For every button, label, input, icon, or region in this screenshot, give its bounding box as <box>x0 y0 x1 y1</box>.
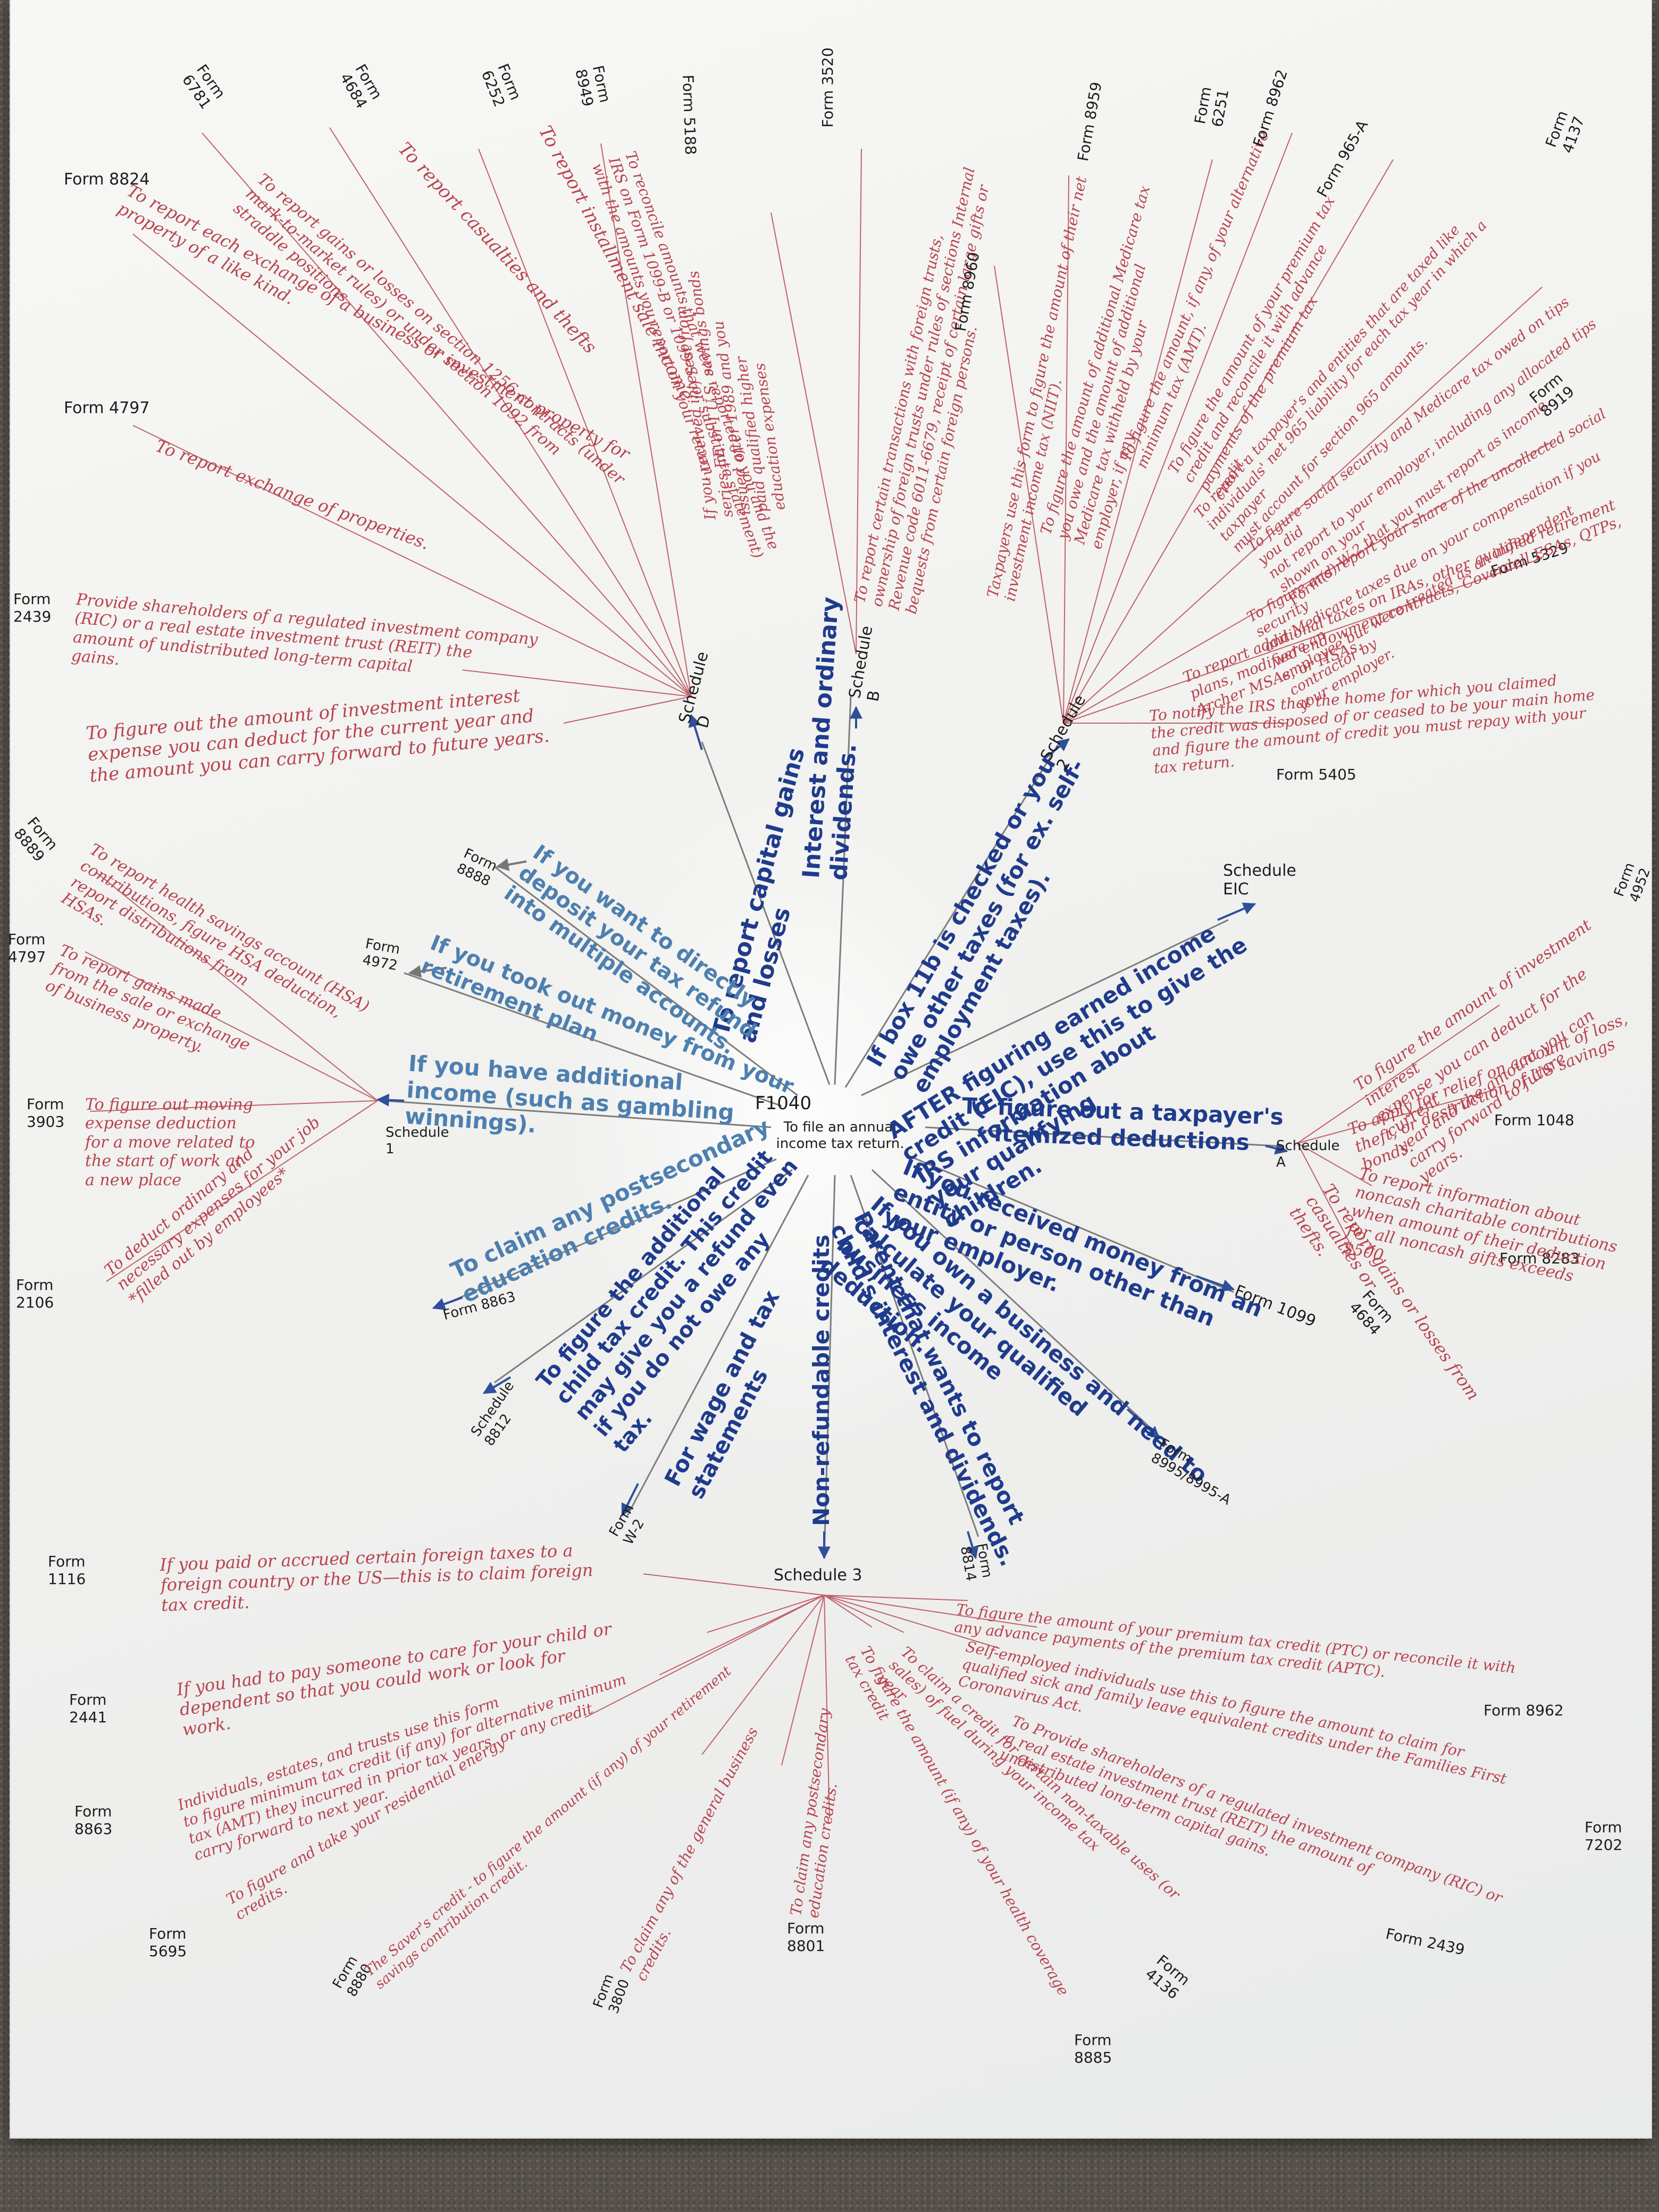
spoke-sched-d <box>701 741 831 1085</box>
form-label: Form 8863 <box>74 1803 113 1838</box>
center-caption: To file an annual income tax return. <box>776 1119 904 1152</box>
spoke-sched-a <box>925 1126 1277 1147</box>
node-sched-3: Schedule 3 <box>774 1566 862 1585</box>
form-label: Form 5695 <box>149 1925 187 1960</box>
arrow-sched-d <box>688 714 703 750</box>
arrow-8863 <box>432 1296 463 1310</box>
spoke-sched-1 <box>382 1100 772 1128</box>
form-label: Form 3520 <box>819 47 836 128</box>
spoke-1099 <box>903 1153 1234 1293</box>
arrow-8995 <box>1126 1408 1160 1439</box>
arrow-sched-2 <box>1041 738 1070 761</box>
form-label: Form 8824 <box>64 170 150 189</box>
arrow-sched-1 <box>376 1093 405 1107</box>
form-label: Form 3903 <box>27 1095 65 1131</box>
form-label: Form 2106 <box>16 1276 54 1312</box>
spoke-w2 <box>626 1175 809 1516</box>
form-label: Form 4797 <box>8 931 46 966</box>
arrow-8812 <box>482 1376 512 1394</box>
spoke-eic <box>861 919 1229 1096</box>
form-label: Form 5405 <box>1276 766 1356 783</box>
form-label: Form 8962 <box>1484 1702 1564 1719</box>
form-label: Form 2441 <box>69 1691 107 1727</box>
arrow-4972 <box>408 965 447 978</box>
arrow-eic <box>1217 902 1256 921</box>
form-label: Form 1116 <box>48 1553 86 1588</box>
spoke-8812 <box>494 1169 793 1384</box>
branch-sched-3: Non-refundable credits <box>808 1234 834 1526</box>
form-label: Form 1048 <box>1494 1111 1574 1129</box>
spoke-4972 <box>404 972 782 1107</box>
node-4972: Form 4972 <box>361 936 401 974</box>
node-sched-1: Schedule 1 <box>386 1125 449 1157</box>
form-label: Form 8283 <box>1499 1250 1580 1267</box>
arrow-sched-a <box>1265 1142 1288 1155</box>
node-8814: Form 8814 <box>957 1542 995 1582</box>
form-label: Form 6251 <box>1191 85 1233 129</box>
spoke-sched-3 <box>823 1175 836 1559</box>
form-label: Form 2439 <box>13 590 52 626</box>
node-sched-eic: Schedule EIC <box>1223 861 1296 899</box>
center-form-label: F1040 <box>755 1093 812 1114</box>
spoke-sched-b <box>834 696 852 1085</box>
spoke-8995 <box>871 1169 1166 1442</box>
spoke-8814 <box>850 1175 979 1537</box>
form-label: Form 4797 <box>64 399 150 417</box>
arrow-8888 <box>496 858 527 871</box>
spoke-sched-2 <box>844 744 1059 1088</box>
form-label: Form 5188 <box>679 74 700 155</box>
node-sched-a: Schedule A <box>1276 1138 1340 1170</box>
form-label: Form 7202 <box>1585 1819 1623 1854</box>
form-label: Form 8885 <box>1074 2031 1112 2067</box>
branch-sched-a: To figure out a taxpayer's itemized dedu… <box>961 1093 1284 1155</box>
leaf-text: To figure out moving expense deduction f… <box>85 1095 255 1189</box>
arrow-w2 <box>621 1483 639 1517</box>
arrow-1099 <box>1196 1275 1235 1292</box>
spoke-8863 <box>435 1158 777 1309</box>
spoke-8888 <box>494 866 798 1096</box>
form-label: Form 8801 <box>787 1920 825 1955</box>
arrow-8814 <box>966 1531 979 1560</box>
